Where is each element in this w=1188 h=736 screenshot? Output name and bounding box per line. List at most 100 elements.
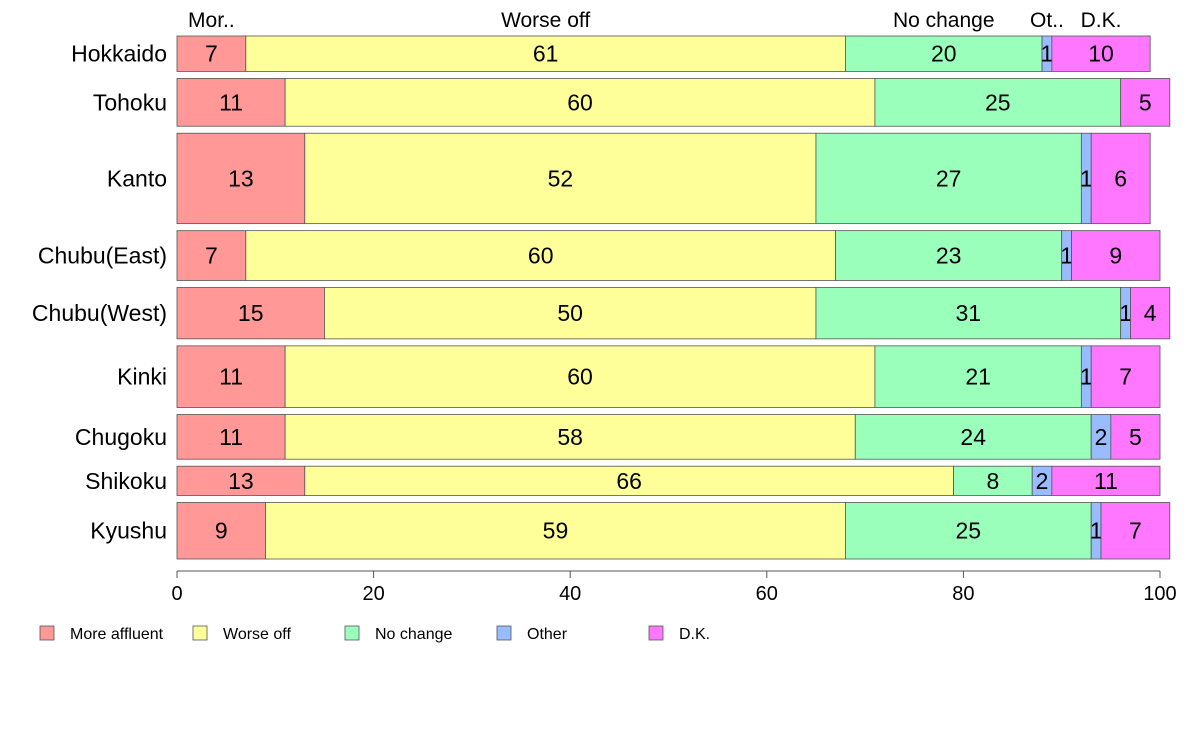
row-chubu-east: Chubu(East) 7 60 23 1 9: [38, 230, 1161, 281]
data-label-worse-off: 50: [557, 300, 583, 326]
bar-segment-no-change: [815, 132, 1082, 225]
bar-segment-worse-off: [284, 78, 876, 127]
category-label: Shikoku: [85, 468, 167, 494]
bar-segment-no-change: [874, 78, 1122, 127]
data-label-more-affluent: 11: [219, 364, 243, 390]
data-label-other: 1: [1080, 165, 1093, 191]
data-label-more-affluent: 11: [219, 89, 243, 115]
bar-segment-no-change: [845, 35, 1043, 72]
category-label: Kanto: [107, 165, 167, 191]
data-label-worse-off: 66: [616, 468, 642, 494]
category-label: Kyushu: [90, 518, 167, 544]
legend-label-other: Other: [527, 626, 568, 643]
top-series-labels: Mor.. Worse off No change Ot.. D.K.: [188, 9, 1121, 32]
row-hokkaido: Hokkaido 7 61 20 1 10: [71, 35, 1151, 72]
bar-segment-more-affluent: [176, 414, 286, 460]
data-label-worse-off: 60: [567, 364, 593, 390]
bar-segment-worse-off: [284, 345, 876, 408]
legend-label-more-affluent: More affluent: [70, 626, 164, 643]
data-label-more-affluent: 11: [219, 424, 243, 450]
data-label-no-change: 23: [936, 243, 962, 269]
data-label-no-change: 24: [960, 424, 986, 450]
bar-segment-worse-off: [265, 502, 846, 560]
data-label-other: 1: [1041, 41, 1054, 67]
bar-segment-worse-off: [245, 35, 846, 72]
data-label-worse-off: 61: [533, 41, 559, 67]
bar-segment-more-affluent: [176, 230, 247, 281]
data-label-no-change: 25: [985, 89, 1011, 115]
data-label-no-change: 31: [956, 300, 982, 326]
top-label-worse-off: Worse off: [501, 9, 590, 32]
row-chugoku: Chugoku 11 58 24 2 5: [75, 414, 1161, 460]
bar-segment-more-affluent: [176, 465, 306, 496]
top-label-d-k: D.K.: [1081, 9, 1122, 32]
data-label-more-affluent: 15: [238, 300, 264, 326]
bar-segment-no-change: [854, 414, 1092, 460]
bar-segment-more-affluent: [176, 287, 325, 340]
data-label-other: 2: [1095, 424, 1108, 450]
bar-segment-d-k: [1051, 465, 1161, 496]
legend-label-d-k: D.K.: [679, 626, 710, 643]
bar-segment-no-change: [874, 345, 1082, 408]
bar-segment-more-affluent: [176, 345, 286, 408]
x-tick-label: 60: [756, 583, 778, 605]
data-label-other: 1: [1090, 518, 1103, 544]
data-label-worse-off: 52: [548, 165, 574, 191]
data-label-other: 1: [1080, 364, 1093, 390]
bar-segment-no-change: [845, 502, 1092, 560]
bar-segment-worse-off: [284, 414, 856, 460]
data-label-d-k: 11: [1094, 468, 1118, 494]
legend-swatch-no-change: [344, 625, 360, 641]
bar-segment-no-change: [835, 230, 1063, 281]
row-kinki: Kinki 11 60 21 1 7: [117, 345, 1161, 408]
top-label-more-affluent: Mor..: [188, 9, 235, 32]
data-label-worse-off: 59: [543, 518, 569, 544]
row-chubu-west: Chubu(West) 15 50 31 1 4: [32, 287, 1171, 340]
bar-segment-d-k: [1051, 35, 1151, 72]
data-label-more-affluent: 13: [228, 165, 254, 191]
x-tick-label: 40: [559, 583, 581, 605]
data-label-no-change: 20: [931, 41, 957, 67]
bar-segment-d-k: [1100, 502, 1171, 560]
category-label: Chubu(West): [32, 300, 167, 326]
bar-segment-no-change: [815, 287, 1122, 340]
top-label-other: Ot..: [1030, 9, 1064, 32]
data-label-d-k: 7: [1129, 518, 1142, 544]
data-label-worse-off: 58: [557, 424, 583, 450]
data-label-d-k: 5: [1129, 424, 1142, 450]
legend-swatch-d-k: [648, 625, 664, 641]
data-label-d-k: 5: [1139, 89, 1152, 115]
data-label-more-affluent: 7: [205, 41, 218, 67]
bar-segment-worse-off: [304, 465, 954, 496]
data-label-other: 1: [1060, 243, 1073, 269]
bar-segment-more-affluent: [176, 78, 286, 127]
bar-segment-d-k: [1071, 230, 1161, 281]
data-label-other: 1: [1119, 300, 1132, 326]
data-label-worse-off: 60: [528, 243, 554, 269]
category-label: Chubu(East): [38, 243, 167, 269]
data-label-more-affluent: 9: [215, 518, 228, 544]
data-label-d-k: 10: [1088, 41, 1114, 67]
data-label-no-change: 27: [936, 165, 962, 191]
bar-segment-d-k: [1120, 78, 1171, 127]
legend-label-worse-off: Worse off: [223, 626, 291, 643]
category-label: Kinki: [117, 364, 167, 390]
bar-segment-d-k: [1090, 132, 1151, 225]
data-label-no-change: 8: [986, 468, 999, 494]
data-label-other: 2: [1036, 468, 1049, 494]
data-label-more-affluent: 7: [205, 243, 218, 269]
x-tick-label: 80: [952, 583, 974, 605]
x-tick-label: 20: [362, 583, 384, 605]
data-label-d-k: 6: [1114, 165, 1127, 191]
bar-segment-d-k: [1130, 287, 1171, 340]
data-label-no-change: 25: [956, 518, 982, 544]
bar-segment-d-k: [1110, 414, 1161, 460]
bar-segment-worse-off: [304, 132, 817, 225]
top-label-no-change: No change: [893, 9, 995, 32]
bar-segment-worse-off: [324, 287, 817, 340]
data-label-d-k: 4: [1144, 300, 1157, 326]
bar-segment-more-affluent: [176, 35, 247, 72]
category-label: Tohoku: [93, 89, 167, 115]
